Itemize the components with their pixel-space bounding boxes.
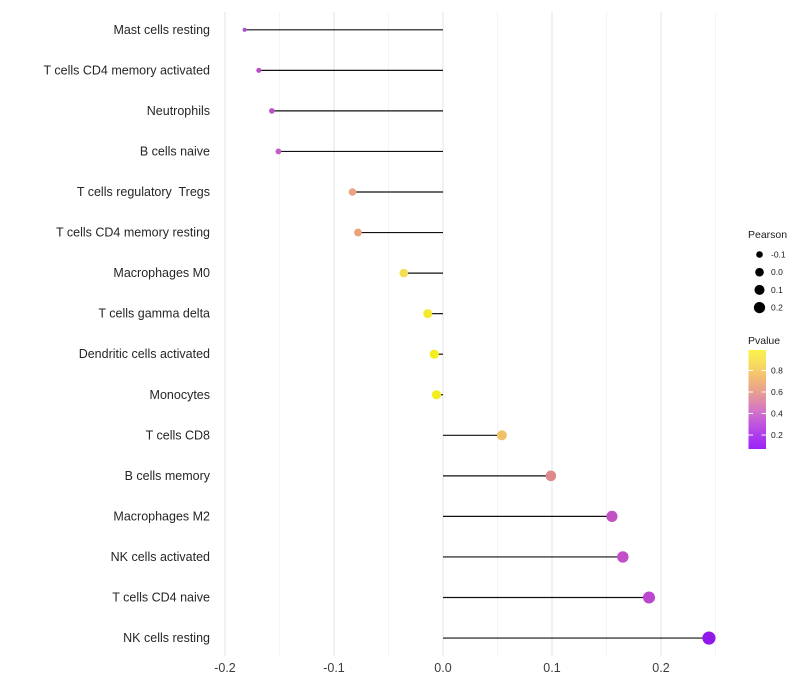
lollipop-row: T cells gamma delta bbox=[98, 307, 443, 321]
colorbar-tick-label: 0.2 bbox=[771, 430, 783, 440]
lollipop-rows: Mast cells resting T cells CD4 memory act… bbox=[44, 23, 716, 645]
cell-type-label: NK cells resting bbox=[123, 631, 210, 645]
lollipop-row: NK cells resting bbox=[123, 631, 716, 645]
lollipop-row: NK cells activated bbox=[111, 550, 629, 564]
pearson-dot bbox=[545, 470, 557, 482]
lollipop-row: B cells naive bbox=[140, 144, 443, 158]
cell-type-label: T cells CD8 bbox=[146, 428, 210, 442]
lollipop-row: T cells CD4 memory activated bbox=[44, 63, 443, 77]
pearson-dot bbox=[256, 67, 262, 73]
pvalue-colorbar bbox=[748, 350, 766, 449]
cell-type-label: T cells CD4 memory activated bbox=[44, 63, 211, 77]
lollipop-row: Dendritic cells activated bbox=[79, 347, 443, 361]
cell-type-label: Neutrophils bbox=[147, 104, 210, 118]
x-axis: -0.2 -0.1 0.0 0.1 0.2 bbox=[214, 661, 670, 675]
cell-type-label: B cells memory bbox=[125, 469, 211, 483]
lollipop-row: B cells memory bbox=[125, 469, 557, 483]
cell-type-label: T cells gamma delta bbox=[98, 307, 210, 321]
cell-type-label: B cells naive bbox=[140, 144, 210, 158]
size-legend-label: 0.0 bbox=[771, 267, 783, 277]
size-legend-dot bbox=[753, 302, 766, 314]
colorbar-tick-label: 0.8 bbox=[771, 365, 783, 375]
pearson-dot bbox=[702, 631, 716, 645]
pearson-dot bbox=[617, 551, 629, 563]
pearson-dot bbox=[496, 430, 507, 441]
cell-type-label: Dendritic cells activated bbox=[79, 347, 210, 361]
size-legend-label: 0.2 bbox=[771, 303, 783, 313]
pearson-dot bbox=[269, 108, 275, 114]
lollipop-row: Macrophages M0 bbox=[113, 266, 443, 280]
cell-type-label: Monocytes bbox=[150, 388, 210, 402]
colorbar-tick-label: 0.6 bbox=[771, 387, 783, 397]
pearson-dot bbox=[431, 390, 442, 400]
pearson-dot bbox=[399, 268, 409, 278]
lollipop-row: T cells CD8 bbox=[146, 428, 507, 442]
size-legend-dot bbox=[754, 284, 765, 295]
pearson-dot bbox=[429, 349, 439, 359]
pearson-dot bbox=[348, 188, 357, 196]
cell-type-label: Macrophages M2 bbox=[113, 509, 210, 523]
x-tick-label: 0.1 bbox=[543, 661, 560, 675]
pearson-dot bbox=[423, 309, 433, 319]
x-tick-label: 0.2 bbox=[652, 661, 669, 675]
lollipop-row: Macrophages M2 bbox=[113, 509, 618, 523]
pearson-dot bbox=[275, 148, 282, 155]
lollipop-row: T cells CD4 naive bbox=[112, 591, 656, 605]
lollipop-row: Monocytes bbox=[150, 388, 443, 402]
cell-type-label: Macrophages M0 bbox=[113, 266, 210, 280]
x-tick-label: 0.0 bbox=[434, 661, 451, 675]
size-legend-dot bbox=[755, 267, 764, 277]
x-tick-label: -0.2 bbox=[214, 661, 236, 675]
size-legend: Pearson -0.1 0.0 0.1 0.2 bbox=[748, 229, 787, 314]
size-legend-label: -0.1 bbox=[771, 250, 786, 260]
lollipop-row: Neutrophils bbox=[147, 104, 443, 118]
size-legend-dot bbox=[756, 251, 763, 258]
lollipop-row: T cells CD4 memory resting bbox=[56, 226, 443, 240]
pearson-dot bbox=[606, 510, 618, 522]
pearson-dot bbox=[354, 228, 362, 237]
lollipop-row: Mast cells resting bbox=[113, 23, 443, 37]
color-legend-title: Pvalue bbox=[748, 335, 780, 347]
cell-type-label: Mast cells resting bbox=[113, 23, 210, 37]
pearson-dot bbox=[242, 27, 247, 32]
pearson-dot bbox=[643, 591, 656, 604]
size-legend-title: Pearson bbox=[748, 229, 787, 241]
colorbar-tick-label: 0.4 bbox=[771, 408, 783, 418]
cell-type-label: T cells CD4 naive bbox=[112, 591, 210, 605]
gridlines bbox=[224, 12, 716, 656]
color-legend: Pvalue 0.8 0.6 0.4 0.2 bbox=[748, 335, 783, 449]
size-legend-label: 0.1 bbox=[771, 285, 783, 295]
cell-type-label: NK cells activated bbox=[111, 550, 210, 564]
cell-type-label: T cells CD4 memory resting bbox=[56, 226, 210, 240]
cell-type-label: T cells regulatory Tregs bbox=[77, 185, 210, 199]
x-tick-label: -0.1 bbox=[323, 661, 345, 675]
lollipop-row: T cells regulatory Tregs bbox=[77, 185, 443, 199]
